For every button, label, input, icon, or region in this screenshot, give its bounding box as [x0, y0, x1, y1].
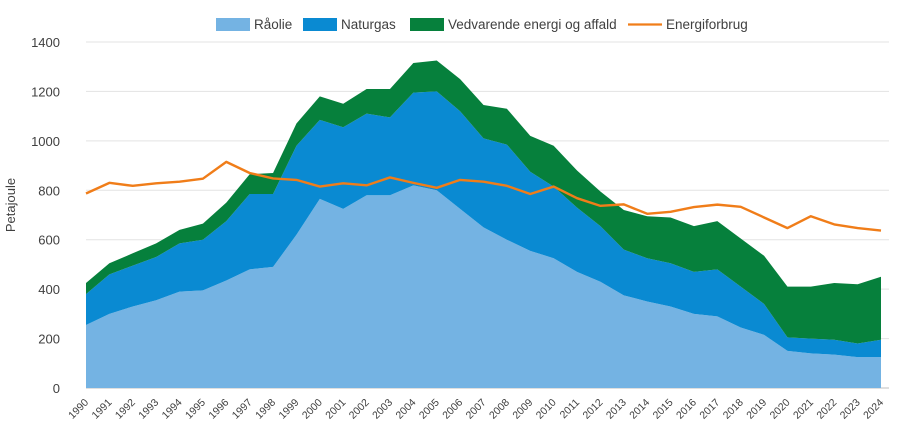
area-series-vedvarende-energi-og-affald: [86, 60, 881, 344]
x-tick-label-2001: 2001: [323, 397, 348, 422]
y-tick-label-1200: 1200: [31, 84, 60, 99]
x-tick-label-2015: 2015: [651, 397, 676, 422]
x-tick-label-1999: 1999: [277, 397, 302, 422]
x-tick-label-1991: 1991: [90, 397, 115, 422]
y-tick-label-1400: 1400: [31, 35, 60, 50]
x-tick-label-2008: 2008: [487, 397, 512, 422]
x-tick-label-2023: 2023: [838, 397, 863, 422]
x-axis-ticks: 1990199119921993199419951996199719981999…: [66, 397, 886, 422]
y-tick-label-0: 0: [53, 381, 60, 396]
y-tick-label-600: 600: [38, 233, 60, 248]
legend-label-energiforbrug: Energiforbrug: [666, 17, 748, 32]
energiforbrug-line-layer: [85, 160, 882, 232]
x-tick-label-2013: 2013: [604, 397, 629, 422]
stacked-areas: [86, 60, 881, 388]
x-tick-label-2024: 2024: [861, 397, 886, 422]
x-tick-label-2010: 2010: [534, 397, 559, 422]
legend-label-vedvarende: Vedvarende energi og affald: [448, 17, 617, 32]
x-tick-label-2014: 2014: [627, 397, 652, 422]
x-tick-label-2004: 2004: [393, 397, 418, 422]
x-tick-label-2007: 2007: [464, 397, 489, 422]
x-tick-label-2005: 2005: [417, 397, 442, 422]
x-tick-label-2020: 2020: [768, 397, 793, 422]
legend-swatch-raolie: [216, 18, 250, 31]
x-tick-label-2022: 2022: [814, 397, 839, 422]
x-tick-label-2017: 2017: [697, 397, 722, 422]
legend-swatch-vedvarende: [410, 18, 444, 31]
legend-label-naturgas: Naturgas: [341, 17, 396, 32]
area-series-naturgas: [86, 91, 881, 358]
x-tick-label-2002: 2002: [347, 397, 372, 422]
x-tick-label-2000: 2000: [300, 397, 325, 422]
x-tick-label-2006: 2006: [440, 397, 465, 422]
y-tick-label-200: 200: [38, 332, 60, 347]
y-axis-label: Petajoule: [3, 178, 18, 232]
line-series-energiforbrug: [85, 160, 882, 232]
y-tick-label-400: 400: [38, 282, 60, 297]
x-tick-label-2016: 2016: [674, 397, 699, 422]
x-tick-label-1993: 1993: [136, 397, 161, 422]
y-tick-label-800: 800: [38, 183, 60, 198]
chart-legend: Råolie Naturgas Vedvarende energi og aff…: [216, 17, 748, 32]
x-tick-label-2003: 2003: [370, 397, 395, 422]
x-tick-label-2009: 2009: [510, 397, 535, 422]
x-tick-label-2011: 2011: [558, 397, 583, 422]
x-tick-label-2018: 2018: [721, 397, 746, 422]
y-axis-ticks: 0 200 400 600 800 1000 1200 1400: [31, 35, 60, 396]
x-tick-label-1995: 1995: [183, 397, 208, 422]
legend-label-raolie: Råolie: [254, 17, 292, 32]
legend-swatch-naturgas: [303, 18, 337, 31]
x-tick-label-2021: 2021: [791, 397, 816, 422]
x-tick-label-1998: 1998: [253, 397, 278, 422]
x-tick-label-1997: 1997: [230, 397, 255, 422]
x-tick-label-1992: 1992: [113, 397, 138, 422]
area-series-r-olie: [86, 185, 881, 388]
x-tick-label-1996: 1996: [206, 397, 231, 422]
y-tick-label-1000: 1000: [31, 134, 60, 149]
x-tick-label-1990: 1990: [66, 397, 91, 422]
x-tick-label-2019: 2019: [744, 397, 769, 422]
x-tick-label-2012: 2012: [581, 397, 606, 422]
x-tick-label-1994: 1994: [160, 397, 185, 422]
